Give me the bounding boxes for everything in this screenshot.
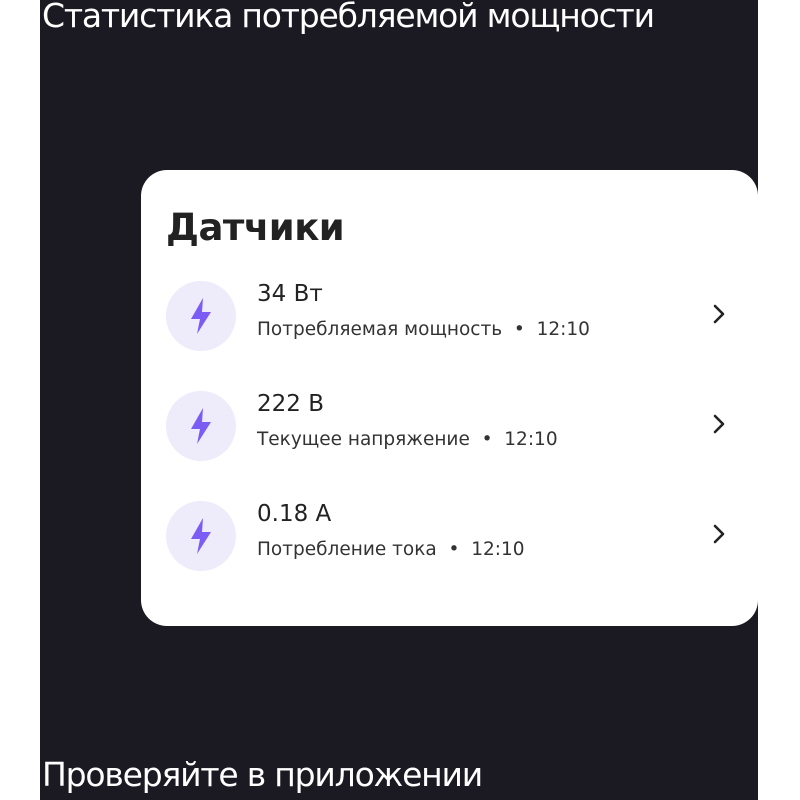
- sensor-value: 222 В: [257, 391, 324, 417]
- sensor-row-power[interactable]: 34 Вт Потребляемая мощность • 12:10: [166, 281, 736, 351]
- sensors-card: Датчики 34 Вт Потребляемая мощность • 12…: [141, 170, 758, 626]
- sensor-value: 34 Вт: [257, 281, 323, 307]
- card-title: Датчики: [166, 206, 345, 249]
- sensor-row-voltage[interactable]: 222 В Текущее напряжение • 12:10: [166, 391, 736, 461]
- sensor-value: 0.18 А: [257, 501, 332, 527]
- page-title: Статистика потребляемой мощности: [42, 0, 655, 35]
- sensor-row-current[interactable]: 0.18 А Потребление тока • 12:10: [166, 501, 736, 571]
- sensor-meta: Текущее напряжение • 12:10: [257, 429, 558, 450]
- lightning-icon: [166, 281, 236, 351]
- lightning-icon: [166, 391, 236, 461]
- chevron-right-icon: [713, 304, 725, 324]
- lightning-icon: [166, 501, 236, 571]
- chevron-right-icon: [713, 524, 725, 544]
- sensor-meta: Потребление тока • 12:10: [257, 539, 525, 560]
- chevron-right-icon: [713, 414, 725, 434]
- sensor-meta: Потребляемая мощность • 12:10: [257, 319, 590, 340]
- footer-caption: Проверяйте в приложении: [42, 755, 483, 794]
